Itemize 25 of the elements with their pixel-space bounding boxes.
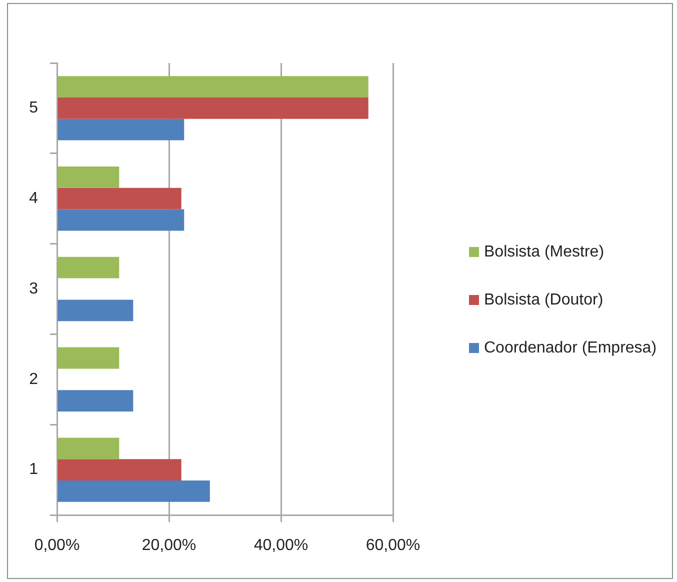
legend-label: Coordenador (Empresa) [484,339,657,356]
legend-label: Bolsista (Doutor) [484,291,604,308]
bar [58,459,182,480]
bar [58,300,134,322]
bar [58,166,120,188]
y-tick-label: 5 [29,100,38,117]
bar [58,118,184,140]
x-tick-label: 20,00% [142,537,196,554]
bar [58,390,134,412]
legend-label: Bolsista (Mestre) [484,243,604,260]
bar [58,438,120,460]
y-tick-label: 3 [29,280,38,298]
bar [58,256,120,278]
bar [58,76,368,98]
bar [58,480,210,502]
bar [58,209,184,231]
bar [58,188,182,210]
y-tick-label: 4 [29,190,38,208]
bar [58,98,368,119]
x-tick-label: 60,00% [366,537,420,554]
y-tick-label: 2 [29,370,38,388]
y-tick-label: 1 [29,461,38,478]
x-tick-label: 40,00% [254,537,308,554]
x-tick-label: 0,00% [34,537,80,554]
bar [58,347,120,369]
